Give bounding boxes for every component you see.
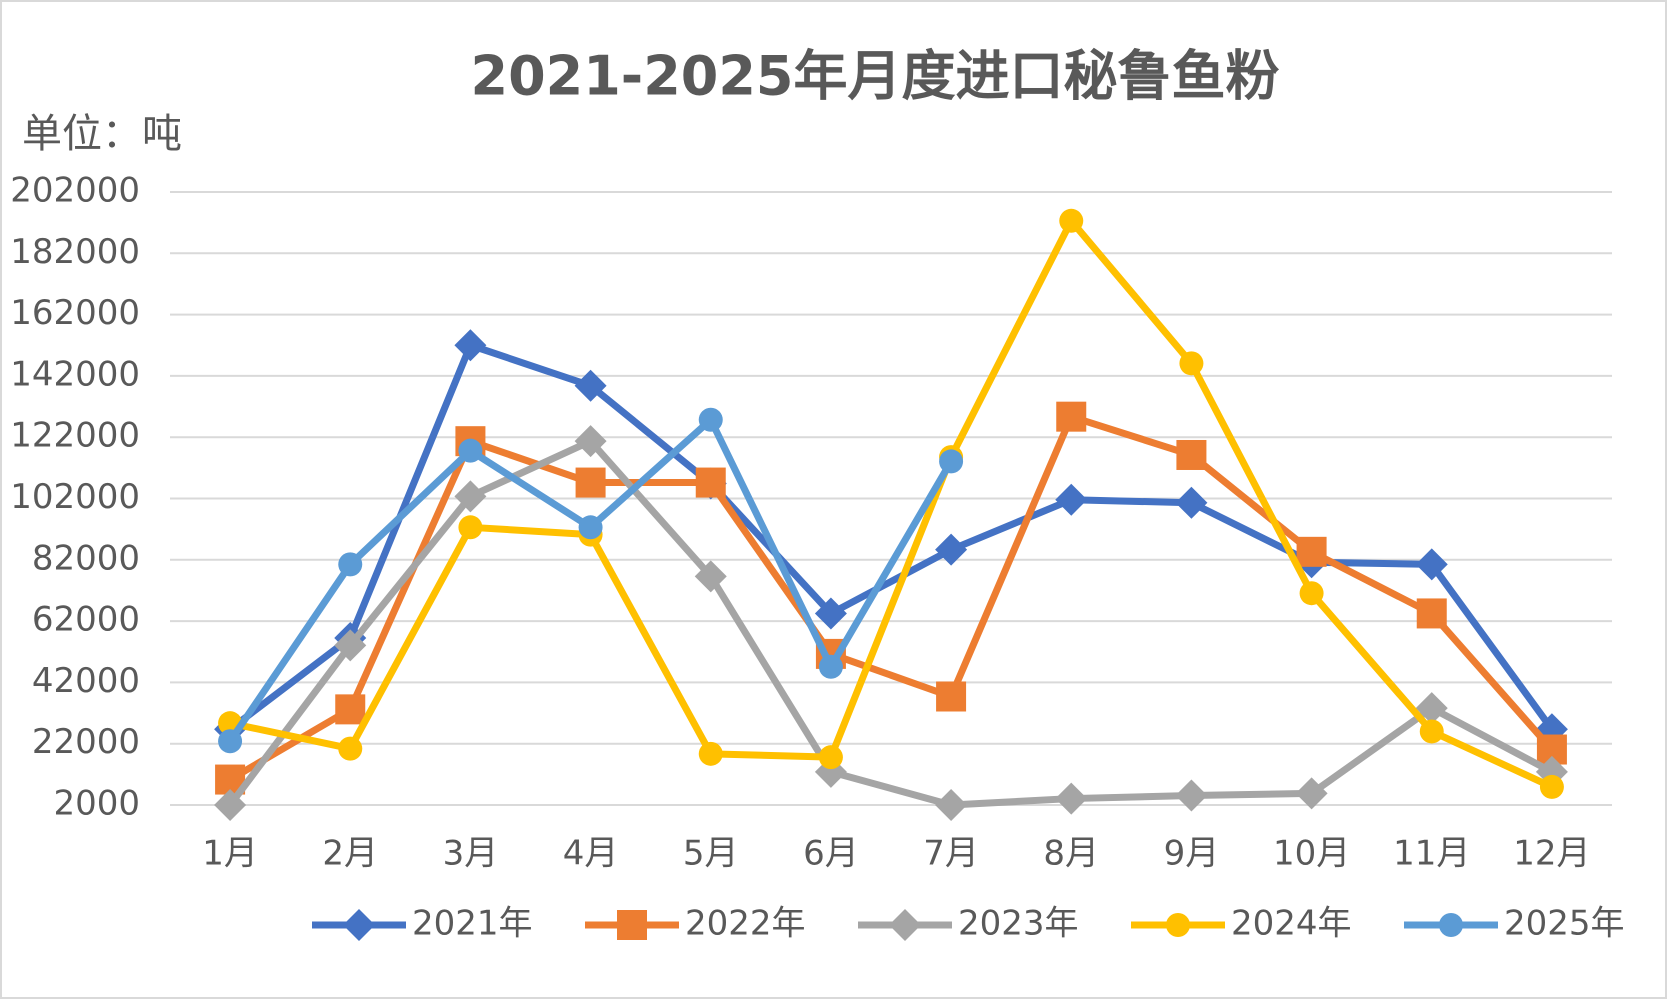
x-tick-label: 3月: [443, 834, 499, 874]
y-tick-label: 42000: [32, 661, 140, 701]
data-point: [1059, 208, 1084, 233]
data-point: [1296, 536, 1327, 567]
x-tick-label: 1月: [202, 834, 258, 874]
y-axis-label: 单位：吨: [22, 111, 182, 157]
series-line: [227, 437, 1554, 809]
data-point: [935, 533, 968, 566]
y-tick-label: 62000: [32, 600, 140, 640]
data-point: [1055, 782, 1088, 815]
y-tick-label: 102000: [10, 477, 140, 517]
legend-label: 2025年: [1504, 904, 1625, 944]
legend-marker: [889, 909, 921, 941]
x-tick-label: 11月: [1393, 834, 1470, 874]
data-point: [698, 407, 723, 432]
data-point: [935, 789, 968, 821]
x-tick-label: 2月: [322, 834, 378, 874]
legend-marker: [1166, 913, 1190, 937]
data-point: [814, 597, 847, 630]
y-tick-label: 122000: [10, 416, 140, 456]
data-point: [578, 515, 603, 540]
data-point: [458, 515, 483, 540]
data-point: [1056, 401, 1087, 432]
series-line: [228, 413, 1555, 783]
data-point: [335, 694, 366, 725]
data-point: [936, 681, 967, 712]
data-point: [1539, 774, 1564, 799]
data-point: [1295, 777, 1328, 810]
x-tick-label: 6月: [803, 834, 859, 874]
data-point: [818, 654, 843, 679]
data-point: [1416, 598, 1447, 629]
legend-label: 2024年: [1231, 904, 1352, 944]
data-point: [338, 736, 363, 761]
data-point: [1175, 779, 1208, 812]
data-point: [334, 629, 367, 662]
y-tick-label: 202000: [10, 171, 140, 211]
data-point: [939, 449, 964, 474]
legend-label: 2023年: [958, 904, 1079, 944]
data-point: [694, 560, 727, 593]
y-tick-label: 2000: [53, 784, 140, 824]
y-tick-label: 82000: [32, 538, 140, 578]
legend-marker: [617, 910, 647, 940]
data-point: [575, 467, 606, 498]
data-point: [574, 369, 607, 402]
y-tick-label: 182000: [10, 232, 140, 272]
data-point: [1415, 548, 1448, 581]
data-point: [1419, 719, 1444, 744]
data-point: [454, 329, 487, 362]
y-tick-label: 22000: [32, 722, 140, 762]
y-tick-label: 142000: [10, 354, 140, 394]
data-point: [218, 729, 243, 754]
data-point: [574, 425, 607, 458]
data-point: [454, 480, 487, 513]
data-point: [458, 438, 483, 463]
data-point: [698, 741, 723, 766]
x-tick-label: 4月: [563, 834, 619, 874]
data-point: [1299, 581, 1324, 606]
legend-label: 2021年: [412, 904, 533, 944]
data-point: [214, 789, 247, 821]
data-point: [695, 467, 726, 498]
series-line: [229, 217, 1554, 791]
chart-title: 2021-2025年月度进口秘鲁鱼粉: [471, 45, 1280, 108]
legend-marker: [1439, 913, 1463, 937]
x-tick-label: 8月: [1043, 834, 1099, 874]
x-tick-label: 7月: [923, 834, 979, 874]
x-tick-label: 5月: [683, 834, 739, 874]
y-tick-label: 162000: [10, 293, 140, 333]
data-point: [1415, 692, 1448, 725]
x-tick-label: 9月: [1164, 834, 1220, 874]
data-point: [818, 745, 843, 770]
data-point: [1055, 483, 1088, 516]
data-point: [1179, 351, 1204, 376]
data-point: [338, 552, 363, 577]
legend-label: 2022年: [685, 904, 806, 944]
data-point: [1175, 486, 1208, 519]
legend-marker: [343, 909, 375, 941]
x-tick-label: 12月: [1513, 834, 1590, 874]
data-point: [1176, 439, 1207, 470]
x-tick-label: 10月: [1273, 834, 1350, 874]
